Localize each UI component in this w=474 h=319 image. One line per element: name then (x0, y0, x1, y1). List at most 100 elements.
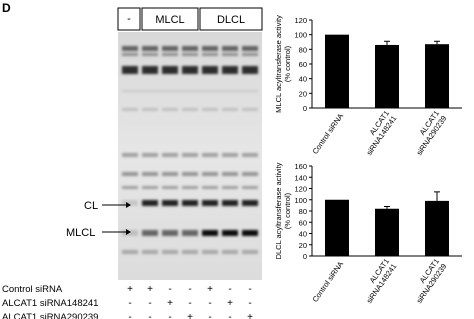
band (182, 230, 198, 236)
band (122, 46, 138, 51)
band (222, 66, 238, 74)
arrow-head (126, 202, 131, 208)
y-tick-label: 80 (299, 207, 307, 216)
y-tick-label: 0 (303, 104, 307, 113)
x-tick-label: Control siRNA (310, 112, 345, 156)
band (162, 108, 178, 111)
lane-group: MLCL (155, 14, 184, 26)
y-tick-label: 140 (294, 173, 307, 182)
row-mark: + (147, 284, 153, 295)
band (202, 172, 218, 176)
band (202, 153, 218, 157)
bar (325, 34, 349, 108)
y-tick-label: 120 (294, 16, 307, 25)
band (222, 200, 238, 206)
band (242, 53, 258, 56)
row-mark: - (148, 298, 151, 309)
band (182, 250, 198, 254)
band (182, 153, 198, 157)
band (222, 108, 238, 111)
bar (425, 200, 449, 256)
band (182, 200, 198, 206)
arrow-head (126, 229, 131, 235)
x-tick-label: ALCAT1siRNA148241 (357, 257, 398, 305)
row-mark: - (168, 312, 171, 319)
row-mark: - (148, 312, 151, 319)
band (242, 46, 258, 51)
bar (325, 199, 349, 256)
band (202, 108, 218, 111)
y-axis-label-line: (% control) (283, 192, 292, 229)
band (242, 172, 258, 176)
band (242, 108, 258, 111)
row-mark: - (128, 298, 131, 309)
y-tick-label: 40 (299, 75, 307, 84)
lane-box (141, 7, 199, 31)
row-label: ALCAT1 siRNA148241 (2, 298, 98, 309)
lane-group: DLCL (217, 14, 245, 26)
bar (425, 44, 449, 108)
gel-bands (122, 46, 258, 254)
band (222, 53, 238, 56)
band (222, 230, 238, 236)
band (142, 172, 158, 176)
band (142, 66, 158, 74)
band (242, 200, 258, 206)
band (242, 230, 258, 236)
row-mark: - (248, 284, 251, 295)
x-tick-label-line: Control siRNA (310, 112, 345, 156)
bar (375, 208, 399, 256)
lane-group: - (127, 13, 131, 25)
x-tick-label: ALCAT1siRNA148241 (357, 109, 398, 157)
band (122, 108, 138, 111)
row-label: ALCAT1 siRNA290239 (2, 312, 98, 319)
band (222, 172, 238, 176)
y-tick-label: 100 (294, 196, 307, 205)
panel-label: D (2, 1, 11, 15)
band (182, 108, 198, 111)
band (202, 230, 218, 236)
band (222, 46, 238, 51)
y-tick-label: 120 (294, 185, 307, 194)
band (202, 53, 218, 56)
y-tick-label: 60 (299, 218, 307, 227)
band (222, 186, 238, 189)
band (162, 186, 178, 189)
row-mark: - (208, 312, 211, 319)
band-label: MLCL (66, 227, 95, 239)
band (242, 250, 258, 254)
band (222, 153, 238, 157)
band (142, 230, 158, 236)
row-mark: + (167, 298, 173, 309)
band (142, 108, 158, 111)
x-tick-label-line: Control siRNA (310, 260, 345, 304)
band (122, 230, 138, 236)
band (182, 186, 198, 189)
row-mark: + (187, 312, 193, 319)
row-mark: - (128, 312, 131, 319)
band (182, 66, 198, 74)
band (202, 186, 218, 189)
band (162, 53, 178, 56)
row-mark: - (168, 284, 171, 295)
x-tick-label: Control siRNA (310, 260, 345, 304)
y-axis-label-line: DLCL acyltransferase activity (274, 162, 283, 259)
band (162, 200, 178, 206)
y-tick-label: 160 (294, 162, 307, 171)
band (142, 200, 158, 206)
y-tick-label: 20 (299, 89, 307, 98)
row-mark: - (228, 284, 231, 295)
row-mark: - (208, 298, 211, 309)
bar (375, 44, 399, 108)
band (242, 186, 258, 189)
band (142, 186, 158, 189)
band (122, 153, 138, 157)
band (242, 153, 258, 157)
band (122, 53, 138, 56)
row-mark: - (188, 284, 191, 295)
y-axis-label: DLCL acyltransferase activity(% control) (274, 162, 292, 259)
lane-box (199, 7, 263, 31)
band (202, 200, 218, 206)
row-mark: + (127, 284, 133, 295)
band (242, 66, 258, 74)
